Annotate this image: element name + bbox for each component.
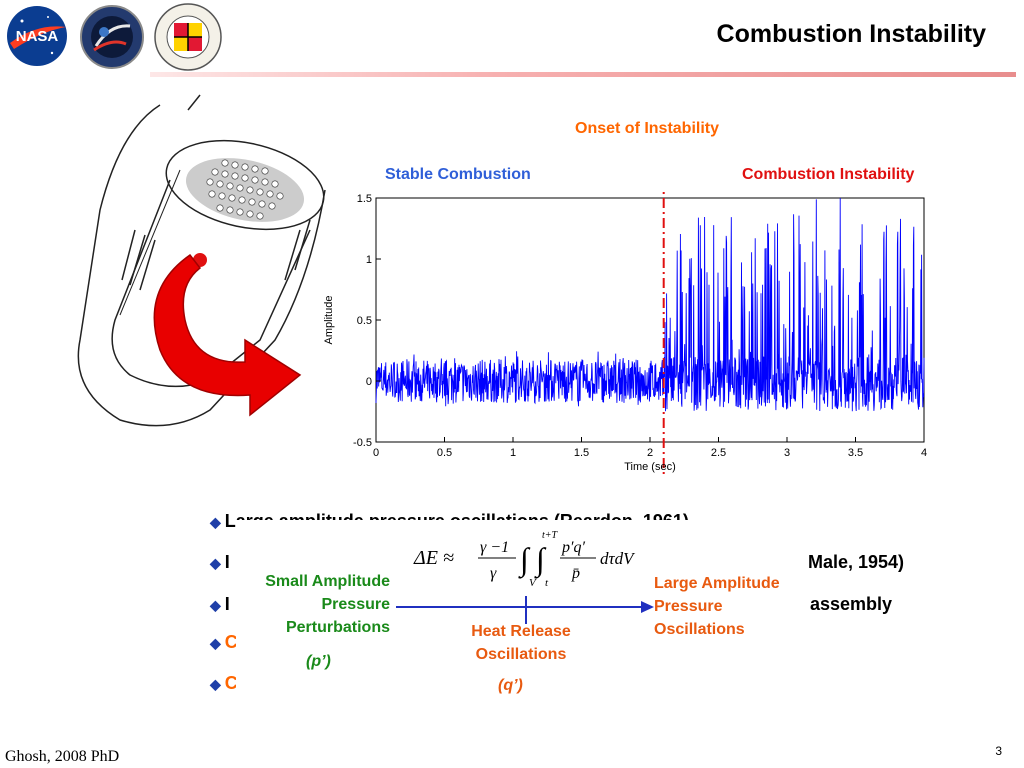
svg-text:p̄: p̄ [571,565,580,582]
left-label-line-1: Small Amplitude [265,573,390,590]
combustor-illustration [77,94,326,427]
red-arrow-icon [153,253,302,417]
feedback-diagram: ΔE ≈ γ −1 γ ∫ ∫ V t t+T p′q′ p̄ dτdV Sma… [236,520,806,700]
svg-text:γ: γ [490,565,497,582]
x-tick-label: 0.5 [437,447,452,459]
bullet-3-suffix: assembly [810,594,893,614]
left-symbol: (p’) [306,653,331,670]
y-tick-label: 0.5 [357,315,372,327]
onset-label: Onset of Instability [575,120,720,137]
center-label-line-1: Heat Release [471,623,571,640]
exploration-logo [76,4,148,70]
svg-text:dτdV: dτdV [600,549,636,568]
page-number: 3 [995,744,1002,758]
left-label-line-3: Perturbations [285,619,390,636]
y-tick-label: -0.5 [353,437,372,449]
bullet-4-prefix: C [224,632,238,652]
center-symbol: (q’) [498,677,523,694]
x-tick-label: 3.5 [848,447,863,459]
bullet-4: ◆ C [210,632,238,653]
diamond-icon: ◆ [210,635,221,651]
y-tick-label: 1 [366,254,372,266]
x-tick-label: 3 [784,447,790,459]
svg-text:∫: ∫ [534,541,547,579]
x-tick-label: 1 [510,447,516,459]
rayleigh-equation: ΔE ≈ γ −1 γ ∫ ∫ V t t+T p′q′ p̄ dτdV [413,530,636,589]
x-tick-label: 2 [647,447,653,459]
diamond-icon: ◆ [210,597,221,613]
right-label-line-1: Large Amplitude [654,575,780,592]
slide-title: Combustion Instability [716,20,986,48]
svg-text:V: V [529,577,537,589]
diamond-icon: ◆ [210,676,221,692]
svg-text:t: t [545,577,549,589]
bullet-5: ◆ C [210,673,238,694]
header-rule [150,72,1016,77]
amplitude-series [375,197,925,412]
stable-combustion-label: Stable Combustion [385,166,531,183]
diamond-icon: ◆ [210,555,221,571]
svg-text:γ −1: γ −1 [480,539,509,556]
right-label-line-2: Pressure [654,598,723,615]
bullet-2: ◆ I [210,552,230,573]
x-tick-label: 1.5 [574,447,589,459]
center-label-line-2: Oscillations [475,646,567,663]
plot-frame [375,197,925,443]
y-axis-label: Amplitude [323,296,335,345]
svg-text:p′q′: p′q′ [561,539,586,556]
bullet-3-prefix: I [224,594,230,614]
bullet-1-prefix: L [224,511,236,531]
left-label: Small Amplitude Pressure Perturbations [240,570,390,639]
right-label-line-3: Oscillations [654,621,745,638]
x-tick-label: 2.5 [711,447,726,459]
footer-citation: Ghosh, 2008 PhD [5,748,120,765]
center-label: Heat Release Oscillations [456,620,586,666]
x-tick-label: 0 [373,447,379,459]
feedback-arrow [396,596,654,624]
university-of-maryland-seal [152,2,224,72]
bullet-5-prefix: C [224,673,238,693]
y-tick-label: 0 [366,376,372,388]
nasa-logo-text: NASA [16,28,59,45]
left-label-line-2: Pressure [321,596,391,613]
x-axis-label: Time (sec) [624,461,676,473]
nasa-logo: NASA [2,3,72,69]
right-label: Large Amplitude Pressure Oscillations [654,572,780,641]
x-tick-label: 4 [921,447,927,459]
combustion-instability-label: Combustion Instability [742,166,915,183]
svg-text:∫: ∫ [518,541,531,579]
svg-text:ΔE ≈: ΔE ≈ [413,547,454,569]
bullet-2-suffix: Male, 1954) [808,552,905,572]
svg-text:t+T: t+T [542,530,559,541]
y-tick-label: 1.5 [357,193,372,205]
bullet-3: ◆ I [210,594,230,615]
diamond-icon: ◆ [210,514,221,530]
bullet-2-prefix: I [224,552,230,572]
